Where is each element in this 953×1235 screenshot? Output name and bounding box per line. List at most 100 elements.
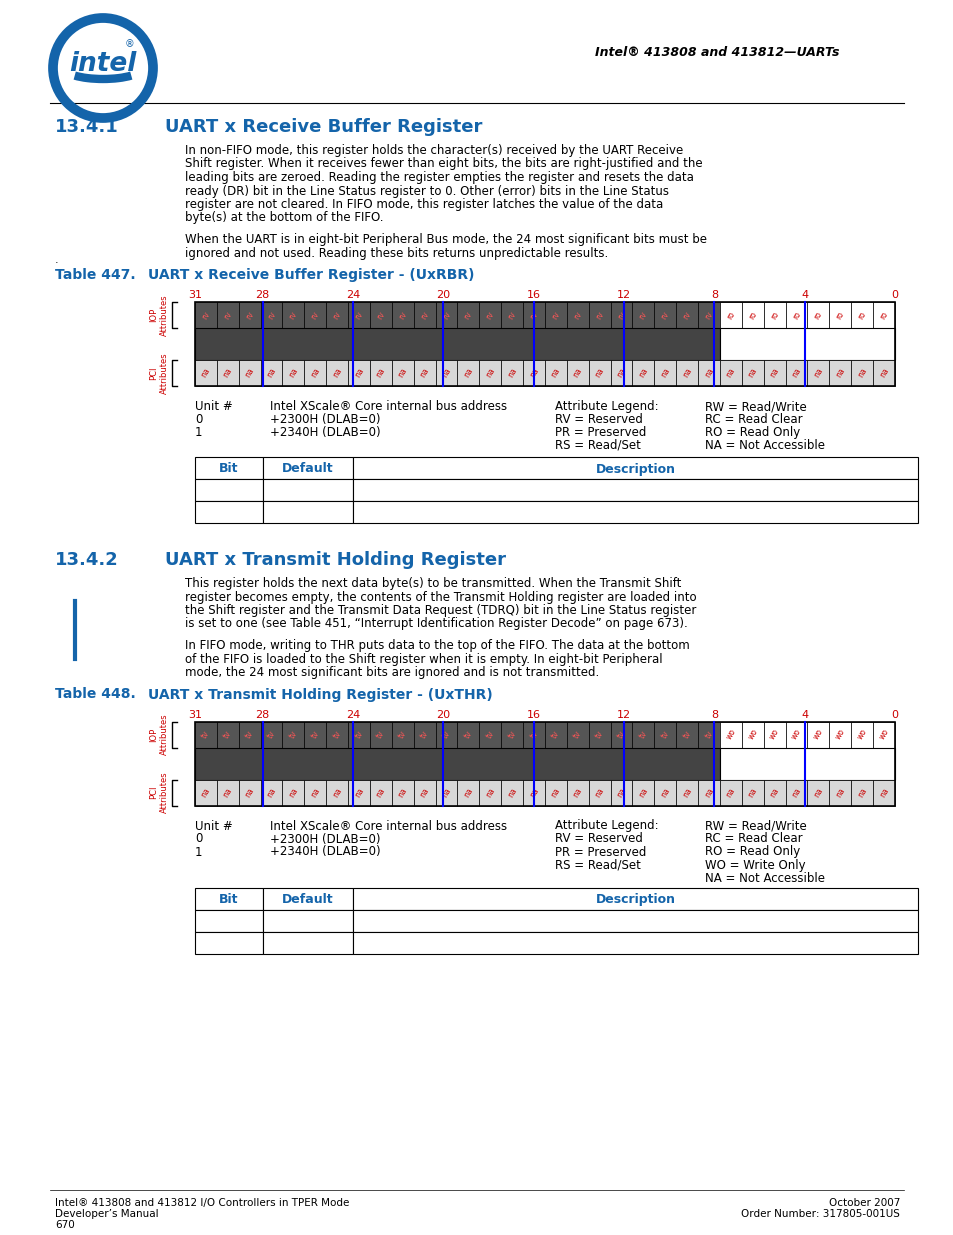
Bar <box>216 721 238 747</box>
Text: tv: tv <box>244 729 255 740</box>
Bar <box>414 721 436 747</box>
Text: 1: 1 <box>194 846 202 858</box>
Text: tv: tv <box>594 729 605 740</box>
Text: na: na <box>571 787 583 799</box>
Text: na: na <box>767 367 781 379</box>
Text: na: na <box>331 787 343 799</box>
Text: 16: 16 <box>526 709 540 720</box>
Bar <box>216 359 238 387</box>
Text: tv: tv <box>288 729 299 740</box>
Text: na: na <box>789 787 802 799</box>
Bar <box>763 779 785 805</box>
Text: na: na <box>243 367 255 379</box>
Bar <box>353 501 917 522</box>
Text: Attribute Legend:: Attribute Legend: <box>555 400 658 412</box>
Text: ready (DR) bit in the Line Status register to 0. Other (error) bits in the Line : ready (DR) bit in the Line Status regist… <box>185 184 668 198</box>
Text: 28: 28 <box>255 290 270 300</box>
Bar <box>544 359 566 387</box>
Text: rv: rv <box>593 310 605 321</box>
Bar <box>500 779 522 805</box>
Bar <box>522 303 544 329</box>
Text: na: na <box>287 787 299 799</box>
Text: tv: tv <box>375 729 386 740</box>
Text: rv: rv <box>572 310 583 321</box>
Text: Developer’s Manual: Developer’s Manual <box>55 1209 158 1219</box>
Text: wo: wo <box>811 727 824 741</box>
Bar <box>194 779 216 805</box>
Bar <box>610 779 632 805</box>
Text: register becomes empty, the contents of the Transmit Holding register are loaded: register becomes empty, the contents of … <box>185 590 696 604</box>
Text: 13.4.1: 13.4.1 <box>55 119 118 136</box>
Text: wo: wo <box>855 727 868 741</box>
Text: na: na <box>833 787 845 799</box>
Text: 8: 8 <box>710 709 718 720</box>
Bar <box>370 359 392 387</box>
Bar <box>522 779 544 805</box>
Bar <box>238 721 260 747</box>
Bar <box>194 479 263 501</box>
Text: UART x Transmit Holding Register: UART x Transmit Holding Register <box>165 551 505 569</box>
Text: wo: wo <box>767 727 781 741</box>
Text: na: na <box>702 787 715 799</box>
Text: tv: tv <box>484 729 496 740</box>
Text: Unit #: Unit # <box>194 820 233 832</box>
Text: UART x Receive Buffer Register: UART x Receive Buffer Register <box>165 119 482 136</box>
Text: PCI
Attributes: PCI Attributes <box>150 352 169 394</box>
Text: RV = Reserved: RV = Reserved <box>555 832 642 846</box>
Bar <box>654 721 676 747</box>
Text: tv: tv <box>331 729 343 740</box>
Bar <box>238 303 260 329</box>
Bar <box>872 303 894 329</box>
Bar <box>785 779 806 805</box>
Text: na: na <box>265 787 277 799</box>
Bar <box>720 721 741 747</box>
Text: na: na <box>811 787 824 799</box>
Bar <box>304 303 326 329</box>
Text: na: na <box>746 787 759 799</box>
Bar <box>785 359 806 387</box>
Bar <box>436 721 457 747</box>
Bar <box>238 359 260 387</box>
Text: na: na <box>221 787 233 799</box>
Text: byte(s) at the bottom of the FIFO.: byte(s) at the bottom of the FIFO. <box>185 211 383 225</box>
Text: tv: tv <box>462 729 474 740</box>
Text: na: na <box>309 787 321 799</box>
Bar <box>326 721 348 747</box>
Bar <box>741 779 763 805</box>
Text: na: na <box>833 367 845 379</box>
Text: na: na <box>789 367 802 379</box>
Bar <box>304 721 326 747</box>
Bar <box>282 721 304 747</box>
Text: na: na <box>375 787 387 799</box>
Bar <box>392 721 414 747</box>
Bar <box>610 359 632 387</box>
Bar <box>698 721 720 747</box>
Text: ro: ro <box>878 310 889 321</box>
Text: 0: 0 <box>194 832 202 846</box>
Text: wo: wo <box>723 727 737 741</box>
Text: na: na <box>418 787 431 799</box>
Text: RC = Read Clear: RC = Read Clear <box>704 412 801 426</box>
Text: rv: rv <box>266 310 277 321</box>
Text: na: na <box>659 367 671 379</box>
Text: na: na <box>199 787 212 799</box>
Bar <box>610 721 632 747</box>
Text: na: na <box>593 367 605 379</box>
Bar <box>353 931 917 953</box>
Bar <box>850 721 872 747</box>
Bar <box>872 721 894 747</box>
Text: 24: 24 <box>346 709 360 720</box>
Bar <box>478 721 500 747</box>
Bar <box>457 359 478 387</box>
Bar <box>263 457 353 479</box>
Text: na: na <box>483 787 497 799</box>
Bar <box>850 303 872 329</box>
Text: 0: 0 <box>890 290 898 300</box>
Text: tv: tv <box>506 729 517 740</box>
Text: na: na <box>855 787 867 799</box>
Text: na: na <box>309 367 321 379</box>
Text: Shift register. When it receives fewer than eight bits, the bits are right-justi: Shift register. When it receives fewer t… <box>185 158 702 170</box>
Bar <box>654 779 676 805</box>
Text: wo: wo <box>833 727 846 741</box>
Text: na: na <box>287 367 299 379</box>
